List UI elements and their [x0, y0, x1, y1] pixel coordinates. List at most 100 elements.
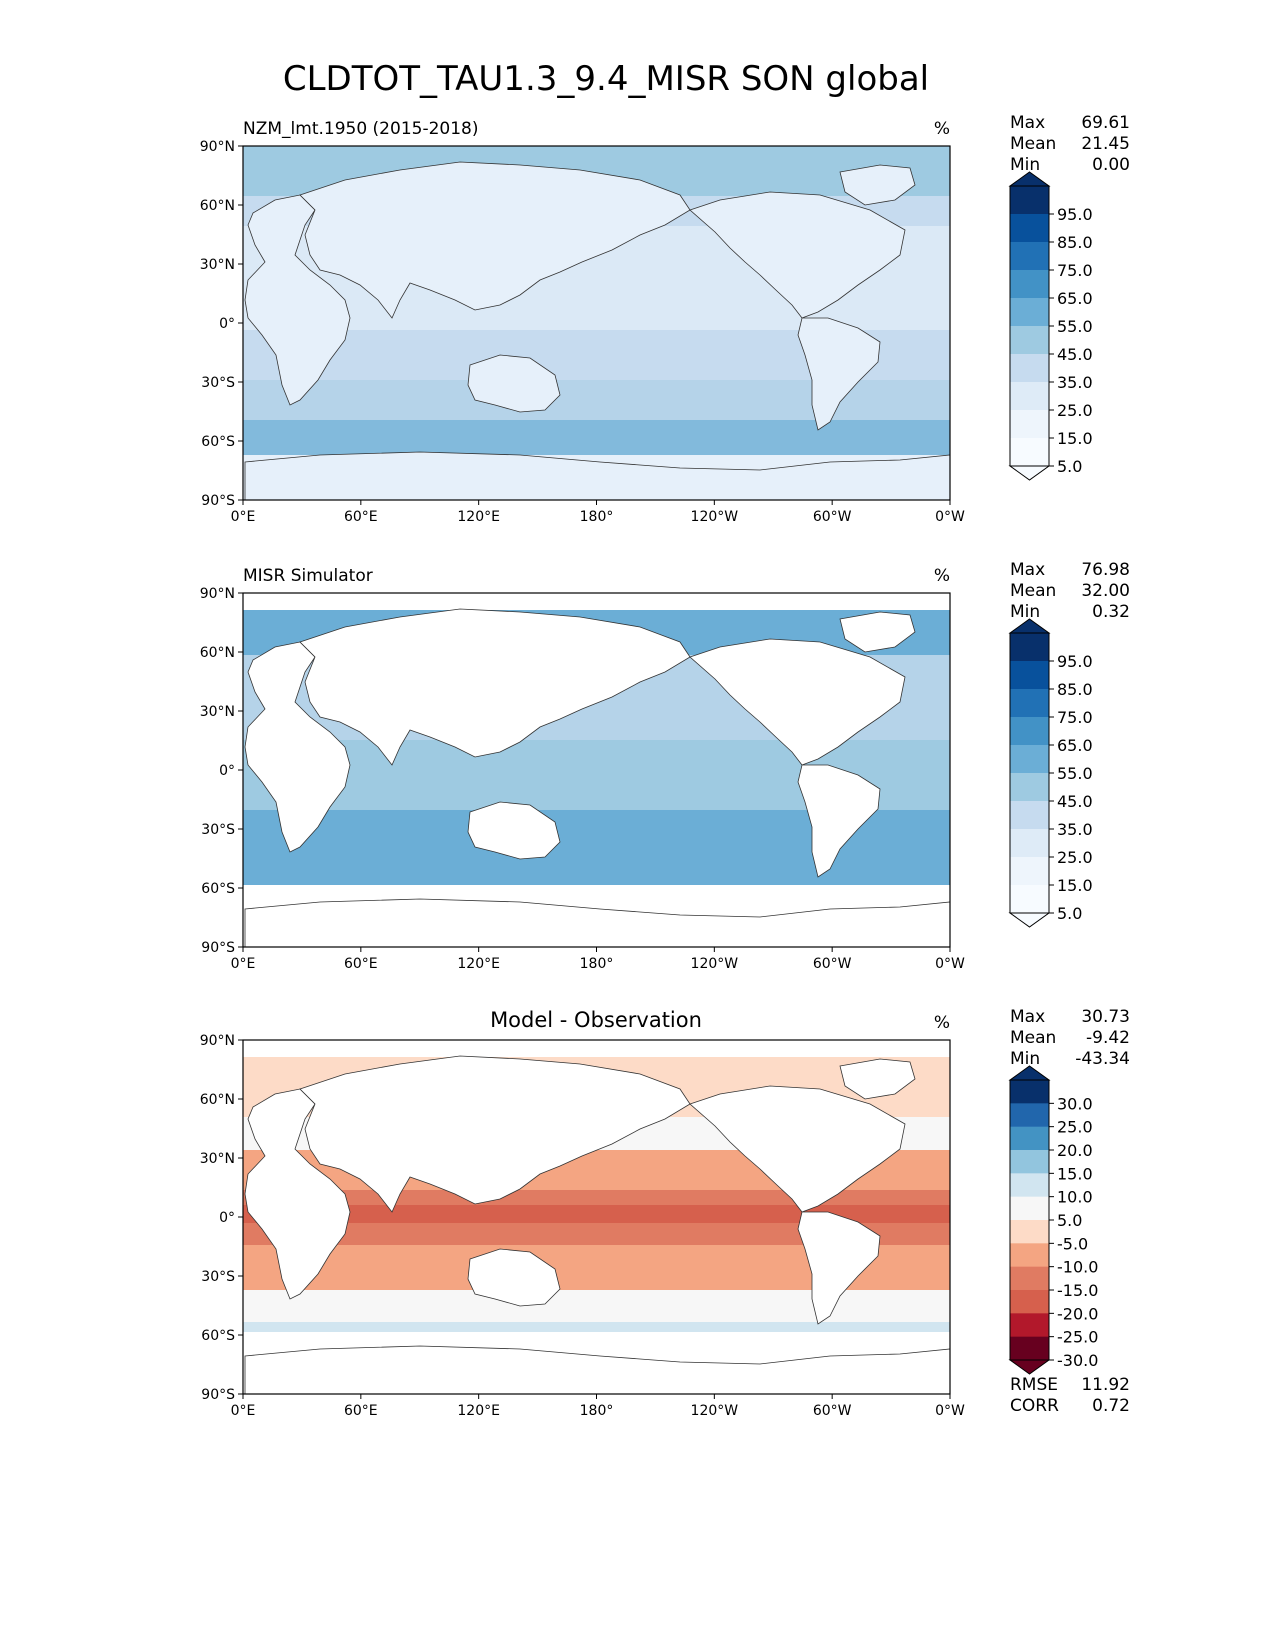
lat-tick-label: 30°N: [200, 257, 235, 273]
colorbar-tick-label: 10.0: [1057, 1188, 1093, 1207]
colorbar-segment: [1010, 438, 1049, 467]
panel-obs: MISR Simulator % 90°N60°N30°N0°30°S60°S9…: [200, 560, 1130, 972]
lat-tick-label: 60°S: [201, 1328, 235, 1344]
map-obs: [242, 592, 951, 948]
colorbar-segment: [1010, 1313, 1049, 1338]
lat-axis: 90°N 60°N 30°N 0° 30°S 60°S 90°S: [200, 1033, 243, 1403]
stat-label: Max: [1010, 560, 1045, 580]
colorbar-segment: [1010, 885, 1049, 914]
colorbar-segment: [1010, 689, 1049, 718]
lat-tick-label: 90°S: [201, 493, 235, 509]
lat-tick-label: 0°: [219, 763, 235, 779]
map-diff: [242, 1039, 951, 1395]
panel-left-title: NZM_lmt.1950 (2015-2018): [243, 119, 478, 139]
lon-tick-label: 60°W: [813, 509, 852, 525]
colorbar-tick-label: 65.0: [1057, 289, 1093, 308]
lat-tick-label: 30°S: [201, 375, 235, 391]
colorbar-segment: [1010, 410, 1049, 439]
colorbar-segment: [1010, 773, 1049, 802]
colorbar: 30.0 25.0 20.0 15.0 10.0 5.0 -5.0 -10.0 -15.0 -20…: [1008, 1065, 1098, 1375]
lat-tick-label: 0°: [219, 316, 235, 332]
colorbar-tick-label: 30.0: [1057, 1094, 1093, 1113]
lat-axis: 90°N 60°N 30°N 0° 30°S 60°S 90°S: [200, 586, 243, 956]
lat-tick-label: 90°S: [201, 1387, 235, 1403]
colorbar-segment: [1010, 1266, 1049, 1291]
colorbar-segment: [1010, 1173, 1049, 1198]
lat-tick-label: 30°N: [200, 704, 235, 720]
stats-block: Max 69.61 Mean 21.45 Min 0.00: [1010, 113, 1130, 175]
stat-value: 32.00: [1081, 581, 1130, 601]
lon-tick-label: 120°E: [457, 509, 500, 525]
colorbar-tick-label: -30.0: [1057, 1351, 1098, 1370]
stat-value: -43.34: [1075, 1049, 1130, 1069]
colorbar-tick-label: 35.0: [1057, 373, 1093, 392]
colorbar-segment: [1010, 857, 1049, 886]
colorbar-segment: [1010, 1336, 1049, 1361]
stat-label: Mean: [1010, 134, 1056, 154]
panel-units: %: [934, 566, 950, 586]
colorbar-tick-label: 5.0: [1057, 904, 1082, 923]
colorbar-segment: [1010, 298, 1049, 327]
footer-stat-label: CORR: [1010, 1396, 1059, 1416]
colorbar-segment: [1010, 1243, 1049, 1268]
stat-value: 76.98: [1081, 560, 1130, 580]
lon-axis: 0°E 60°E 120°E 180° 120°W 60°W 0°W: [231, 947, 965, 972]
lon-axis: 0°E 60°E 120°E 180° 120°W 60°W 0°W: [231, 1394, 965, 1419]
stat-value: 0.00: [1092, 155, 1130, 175]
colorbar-segment: [1010, 1080, 1049, 1104]
lat-axis: 90°N 60°N 30°N 0° 30°S 60°S 90°S: [200, 139, 243, 509]
stat-label: Max: [1010, 113, 1045, 133]
colorbar-tick-label: 25.0: [1057, 1118, 1093, 1137]
panel-left-title: MISR Simulator: [243, 566, 373, 586]
colorbar: 95.0 85.0 75.0 65.0 55.0 45.0 35.0 25.0 15.0 5.0: [1008, 171, 1093, 481]
colorbar-tick-label: 25.0: [1057, 401, 1093, 420]
stat-value: 0.32: [1092, 602, 1130, 622]
colorbar-segment: [1010, 633, 1049, 662]
colorbar-segment: [1010, 214, 1049, 243]
colorbar-tick-label: 45.0: [1057, 792, 1093, 811]
lat-tick-label: 60°N: [200, 1092, 235, 1108]
colorbar-segment: [1010, 1196, 1049, 1221]
lat-tick-label: 90°N: [200, 139, 235, 155]
colorbar-tick-label: 25.0: [1057, 848, 1093, 867]
colorbar-tick-label: 95.0: [1057, 205, 1093, 224]
colorbar-tick-label: -20.0: [1057, 1304, 1098, 1323]
lat-tick-label: 30°S: [201, 1269, 235, 1285]
lat-tick-label: 60°N: [200, 198, 235, 214]
lat-tick-label: 90°N: [200, 586, 235, 602]
lon-tick-label: 60°E: [344, 956, 378, 972]
lon-tick-label: 120°E: [457, 956, 500, 972]
lon-tick-label: 0°E: [231, 509, 256, 525]
colorbar-tick-label: -10.0: [1057, 1258, 1098, 1277]
colorbar-extend-bottom: [1008, 465, 1051, 481]
footer-stat-label: RMSE: [1010, 1375, 1058, 1395]
colorbar-segment: [1010, 382, 1049, 411]
colorbar-segment: [1010, 186, 1049, 215]
colorbar-tick-label: -25.0: [1057, 1328, 1098, 1347]
panel-model: NZM_lmt.1950 (2015-2018) % 90°N 60°N 30°N 0…: [200, 113, 1130, 525]
stat-value: 30.73: [1081, 1007, 1130, 1027]
colorbar-tick-label: 20.0: [1057, 1141, 1093, 1160]
lon-tick-label: 0°W: [935, 509, 965, 525]
colorbar-segment: [1010, 1103, 1049, 1128]
lat-tick-label: 90°N: [200, 1033, 235, 1049]
lon-tick-label: 0°E: [231, 1403, 256, 1419]
stat-value: -9.42: [1086, 1028, 1130, 1048]
colorbar-tick-label: 65.0: [1057, 736, 1093, 755]
colorbar-segment: [1010, 242, 1049, 271]
lat-tick-label: 60°S: [201, 881, 235, 897]
stat-value: 21.45: [1081, 134, 1130, 154]
lat-tick-label: 60°S: [201, 434, 235, 450]
stat-label: Mean: [1010, 581, 1056, 601]
lon-tick-label: 120°W: [691, 956, 739, 972]
lon-tick-label: 0°W: [935, 956, 965, 972]
colorbar: 95.0 85.0 75.0 65.0 55.0 45.0 35.0 25.0 15.0 5.0: [1008, 618, 1093, 928]
colorbar-tick-label: 15.0: [1057, 429, 1093, 448]
panel-units: %: [934, 119, 950, 139]
colorbar-segment: [1010, 717, 1049, 746]
colorbar-extend-bottom: [1008, 912, 1051, 928]
panel-diff: Model - Observation % 90°N 60°N 30°N 0° 30°S…: [200, 1007, 1130, 1419]
colorbar-tick-label: 15.0: [1057, 876, 1093, 895]
stat-label: Min: [1010, 1049, 1040, 1069]
colorbar-tick-label: -15.0: [1057, 1281, 1098, 1300]
